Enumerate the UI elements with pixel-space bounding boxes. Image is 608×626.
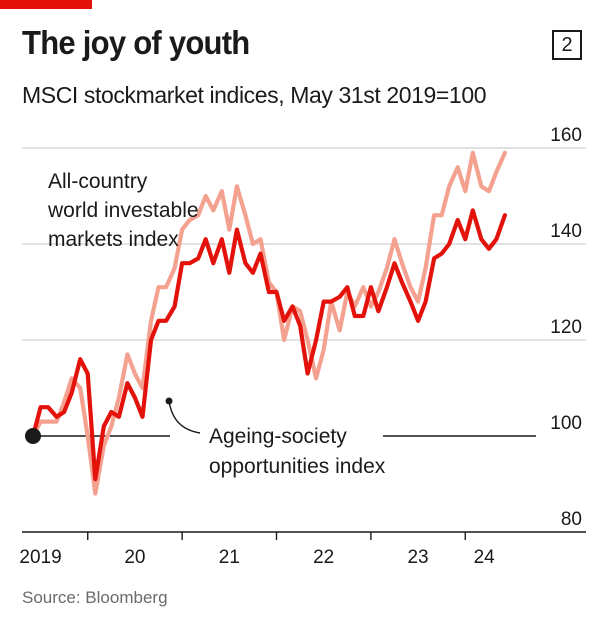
x-tick-label-23: 23 <box>407 547 428 568</box>
y-tick-label-100: 100 <box>550 413 582 434</box>
ageing-label-anchor-dot <box>165 397 173 405</box>
x-axis: 2019 20 21 22 23 24 <box>19 531 586 568</box>
chart-subtitle: MSCI stockmarket indices, May 31st 2019=… <box>22 82 487 108</box>
series-lines <box>30 150 507 496</box>
source-note: Source: Bloomberg <box>22 588 168 607</box>
chart-title: The joy of youth <box>22 24 250 61</box>
series-label-ageing-line-2: opportunities index <box>209 455 386 478</box>
x-tick-label-22: 22 <box>313 547 334 568</box>
series-label-world-line-2: world investable <box>47 199 199 222</box>
brand-red-tag <box>0 0 92 9</box>
y-tick-label-120: 120 <box>550 317 582 338</box>
y-tick-label-140: 140 <box>550 221 582 242</box>
x-tick-label-20: 20 <box>124 547 145 568</box>
x-tick-label-21: 21 <box>219 547 240 568</box>
series-label-world-line-3: markets index <box>48 228 179 251</box>
start-point-marker <box>25 428 41 444</box>
chart-number-badge: 2 <box>552 30 582 60</box>
annotations: All-country world investable markets index… <box>25 170 386 478</box>
series-line-ageing-index <box>30 208 507 482</box>
x-tick-label-24: 24 <box>474 547 496 568</box>
y-tick-label-160: 160 <box>550 125 582 146</box>
y-tick-label-80: 80 <box>561 509 582 530</box>
series-label-world-line-1: All-country <box>48 170 148 193</box>
x-tick-label-2019: 2019 <box>19 547 61 568</box>
series-label-ageing-line-1: Ageing-society <box>209 425 347 448</box>
ageing-label-leader-line <box>168 400 201 434</box>
y-axis: 80 100 120 140 160 <box>550 125 582 530</box>
